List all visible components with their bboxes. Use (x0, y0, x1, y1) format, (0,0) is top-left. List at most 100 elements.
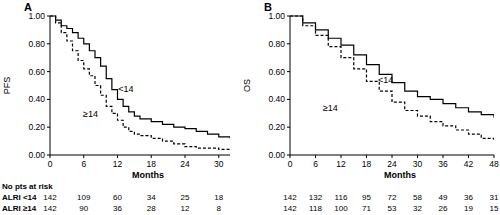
y-tick-label: 0.00 (28, 150, 45, 160)
risk-count: 36 (464, 193, 473, 202)
plot-area (290, 16, 494, 141)
risk-count: 100 (334, 204, 348, 213)
risk-count: 72 (388, 193, 397, 202)
x-axis (50, 155, 230, 156)
risk-count: 142 (43, 204, 57, 213)
y-tick (47, 127, 50, 128)
survival-curve (50, 16, 230, 138)
y-tick-label: 0.40 (268, 94, 285, 104)
figure: APFS0.000.200.400.600.801.000612182430Mo… (0, 0, 500, 215)
x-axis-label: Months (132, 170, 164, 180)
risk-count: 95 (362, 193, 371, 202)
x-tick-label: 30 (413, 159, 423, 169)
risk-count: 49 (439, 193, 448, 202)
survival-curve (50, 16, 230, 149)
y-tick (47, 71, 50, 72)
x-tick-label: 6 (81, 159, 86, 169)
x-tick-label: 18 (147, 159, 157, 169)
risk-count: 34 (147, 193, 156, 202)
x-tick (290, 155, 291, 158)
x-tick-label: 0 (288, 159, 293, 169)
survival-curve (290, 16, 494, 141)
y-tick (287, 127, 290, 128)
x-tick (315, 155, 316, 158)
x-tick (218, 155, 219, 158)
y-tick (287, 43, 290, 44)
x-tick (83, 155, 84, 158)
risk-count: 12 (181, 204, 190, 213)
y-tick-label: 1.00 (28, 11, 45, 21)
risk-count: 116 (335, 193, 348, 202)
y-tick-label: 0.00 (268, 150, 285, 160)
x-tick (366, 155, 367, 158)
y-tick-label: 0.80 (28, 39, 45, 49)
risk-count: 8 (217, 204, 222, 213)
risk-count: 18 (214, 193, 223, 202)
x-tick-label: 36 (438, 159, 448, 169)
y-axis (50, 16, 51, 155)
risk-count: 32 (413, 204, 422, 213)
risk-count: 15 (490, 204, 499, 213)
x-tick (468, 155, 469, 158)
x-tick-label: 12 (336, 159, 346, 169)
y-axis (290, 16, 291, 155)
curve-label: <14 (378, 75, 393, 85)
x-tick-label: 24 (387, 159, 397, 169)
risk-count: 28 (147, 204, 156, 213)
y-tick (47, 43, 50, 44)
y-tick-label: 0.60 (268, 67, 285, 77)
risk-table-title: No pts at risk (2, 182, 53, 191)
x-axis-label: Months (384, 170, 416, 180)
y-tick-label: 0.40 (28, 94, 45, 104)
x-tick (494, 155, 495, 158)
y-tick-label: 1.00 (268, 11, 285, 21)
risk-count: 132 (309, 193, 323, 202)
y-tick-label: 0.20 (28, 122, 45, 132)
survival-curve (290, 16, 494, 117)
panel: APFS0.000.200.400.600.801.000612182430Mo… (2, 1, 230, 213)
x-tick (392, 155, 393, 158)
y-tick (287, 16, 290, 17)
y-tick (287, 99, 290, 100)
risk-count: 71 (362, 204, 371, 213)
risk-count: 25 (181, 193, 190, 202)
y-tick (47, 99, 50, 100)
risk-count: 36 (113, 204, 122, 213)
x-tick-label: 30 (214, 159, 224, 169)
plot-area (50, 16, 230, 149)
risk-count: 118 (309, 204, 322, 213)
x-tick-label: 0 (48, 159, 53, 169)
risk-count: 90 (79, 204, 88, 213)
x-tick (185, 155, 186, 158)
x-tick-label: 24 (180, 159, 190, 169)
risk-count: 142 (43, 193, 57, 202)
y-axis-label: OS (242, 79, 252, 92)
x-tick-label: 18 (362, 159, 372, 169)
x-tick-label: 48 (489, 159, 499, 169)
risk-count: 60 (113, 193, 122, 202)
x-tick-label: 42 (464, 159, 474, 169)
x-tick (443, 155, 444, 158)
risk-count: 26 (439, 204, 448, 213)
x-tick (417, 155, 418, 158)
panel: BOS0.000.200.400.600.801.000612182430364… (242, 1, 499, 213)
risk-row-label: ALRI <14 (2, 193, 37, 202)
x-tick (341, 155, 342, 158)
curve-label: ≥14 (323, 103, 338, 113)
x-tick (50, 155, 51, 158)
risk-count: 31 (490, 193, 499, 202)
y-axis-label: PFS (2, 77, 12, 95)
risk-count: 142 (283, 193, 297, 202)
risk-row-label: ALRI ≥14 (2, 204, 37, 213)
risk-count: 109 (77, 193, 91, 202)
risk-count: 19 (464, 204, 473, 213)
y-tick-label: 0.20 (268, 122, 285, 132)
y-tick-label: 0.80 (268, 39, 285, 49)
x-tick-label: 12 (113, 159, 123, 169)
x-tick (151, 155, 152, 158)
curve-label: <14 (118, 84, 133, 94)
risk-count: 53 (388, 204, 397, 213)
y-tick (287, 71, 290, 72)
x-tick-label: 6 (313, 159, 318, 169)
y-tick (47, 16, 50, 17)
